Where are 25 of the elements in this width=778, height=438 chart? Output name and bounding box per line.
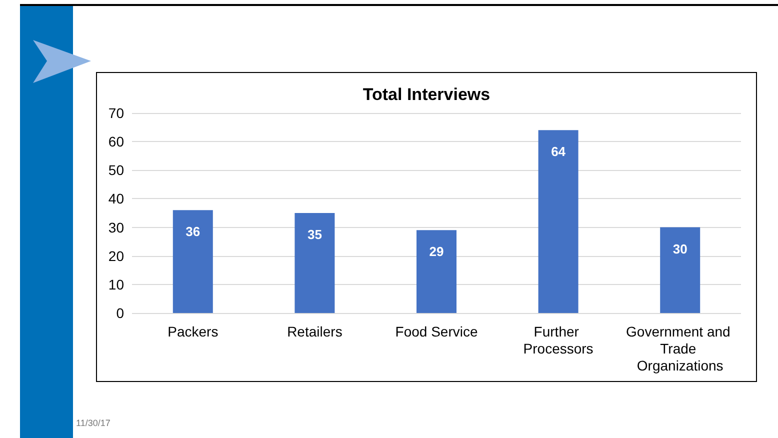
data-label: 36 — [186, 224, 200, 240]
x-tick-label: Government and Trade Organizations — [626, 324, 734, 374]
data-label: 29 — [429, 244, 444, 260]
y-tick-label: 60 — [108, 134, 124, 150]
y-tick-label: 50 — [108, 162, 124, 178]
bar — [416, 230, 456, 313]
bar — [172, 210, 213, 313]
x-tick-label: Retailers — [287, 324, 342, 340]
data-label: 30 — [672, 241, 688, 256]
y-tick-label: 30 — [108, 219, 124, 236]
y-tick-label: 40 — [108, 190, 124, 207]
x-tick-label: Food Service — [395, 324, 478, 340]
data-label: 64 — [551, 144, 566, 160]
chart-title: Total Interviews — [362, 85, 490, 104]
bar — [294, 213, 335, 313]
y-tick-label: 70 — [108, 105, 124, 121]
x-tick-label: Packers — [168, 324, 218, 340]
bar — [660, 227, 700, 313]
text: 11/30/17 — [76, 418, 110, 428]
data-label: 35 — [307, 227, 322, 242]
bar — [538, 130, 578, 313]
x-tick-label: Further Processors — [523, 324, 594, 356]
y-tick-label: 0 — [116, 305, 124, 321]
y-tick-label: 20 — [108, 248, 124, 264]
y-tick-label: 10 — [108, 276, 124, 292]
